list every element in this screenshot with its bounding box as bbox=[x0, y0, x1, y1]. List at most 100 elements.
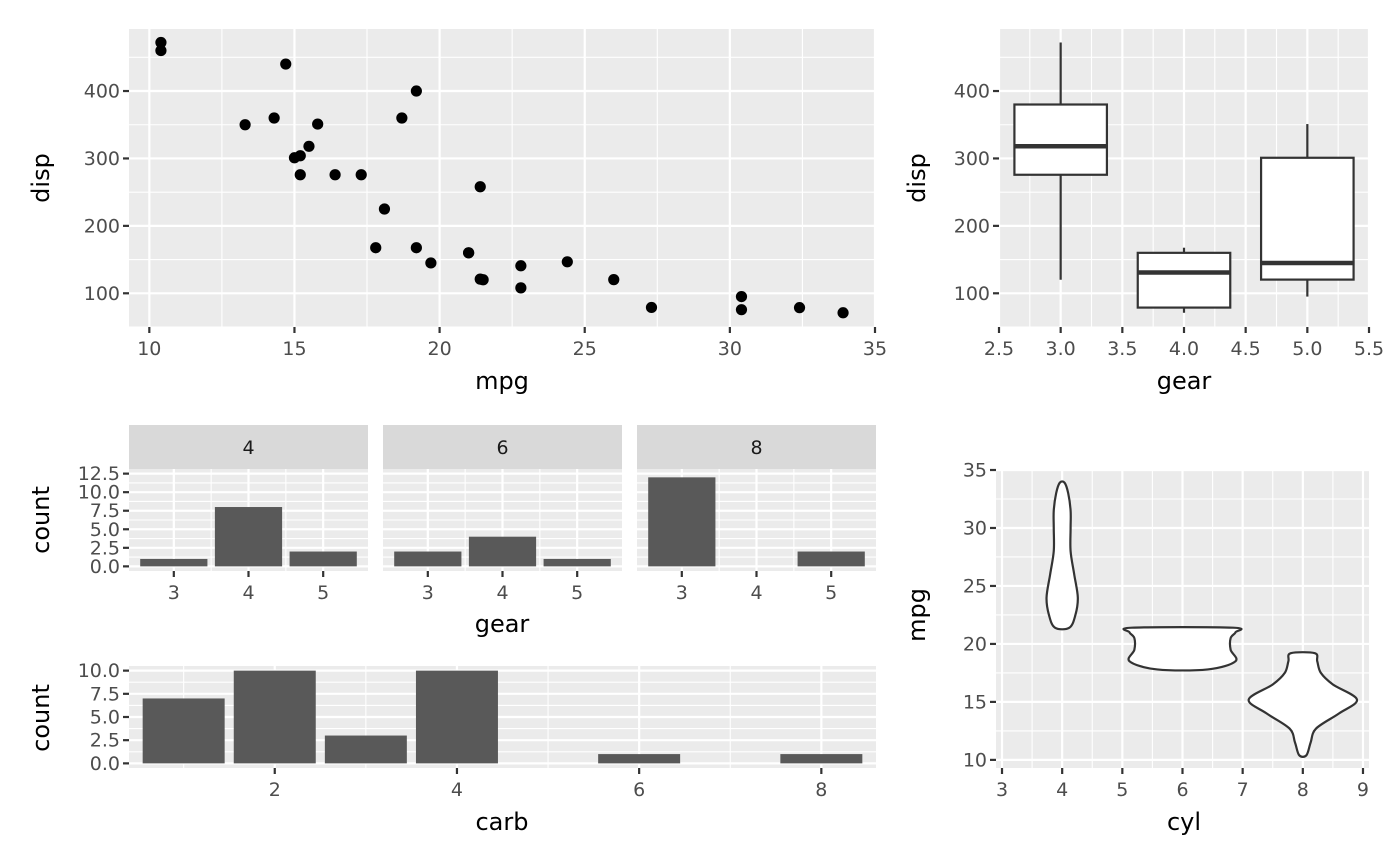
carb-y-tick-label: 2.5 bbox=[90, 730, 120, 752]
scatter-point bbox=[410, 242, 422, 254]
violin-y-tick-label: 25 bbox=[963, 575, 987, 597]
facet-x-tick-label: 3 bbox=[422, 582, 434, 604]
carb-x-tick-label: 4 bbox=[451, 779, 463, 801]
boxplot-y-title: disp bbox=[903, 153, 931, 203]
carb-x-title: carb bbox=[475, 808, 528, 836]
scatter-point bbox=[425, 257, 437, 269]
scatter-point bbox=[294, 169, 306, 181]
facet-strip bbox=[383, 425, 622, 469]
carb-y-tick-label: 7.5 bbox=[90, 683, 120, 705]
scatter-point bbox=[329, 169, 341, 181]
scatter-point bbox=[303, 140, 315, 152]
boxplot-x-tick-label: 4.5 bbox=[1231, 338, 1261, 360]
carb-x-tick-label: 8 bbox=[815, 779, 827, 801]
scatter-y-tick-label: 300 bbox=[84, 148, 120, 170]
scatter-point bbox=[288, 152, 301, 164]
facet-bar bbox=[543, 558, 611, 567]
facet-x-title: gear bbox=[475, 610, 530, 638]
facet-bar bbox=[214, 507, 283, 567]
scatter-point bbox=[280, 58, 292, 70]
scatter-point bbox=[155, 44, 167, 57]
facet-bar bbox=[289, 551, 357, 567]
boxplot-x-tick-label: 4.0 bbox=[1169, 338, 1199, 360]
violin-x-tick-label: 6 bbox=[1176, 779, 1188, 801]
violin-x-tick-label: 7 bbox=[1237, 779, 1249, 801]
facet-x-tick-label: 3 bbox=[168, 582, 180, 604]
scatter-point bbox=[561, 256, 573, 268]
violin-panel: 10 15 20 25 30 35 3 4 5 6 7 8 9 bbox=[963, 460, 1369, 802]
facet-x-tick-label: 3 bbox=[676, 582, 688, 604]
scatter-panel: 100 200 300 400 10 15 20 25 30 35 bbox=[84, 29, 887, 360]
scatter-x-tick-label: 30 bbox=[718, 338, 742, 360]
facet-y-title: count bbox=[27, 486, 55, 554]
scatter-point bbox=[474, 181, 486, 193]
violin-x-tick-label: 3 bbox=[996, 779, 1008, 801]
carb-bar-panel: 0.02.55.07.510.0 2 4 6 8 bbox=[78, 660, 876, 801]
scatter-x-tick-label: 15 bbox=[282, 338, 306, 360]
scatter-x-tick-label: 10 bbox=[137, 338, 161, 360]
scatter-point bbox=[463, 247, 475, 259]
scatter-point bbox=[474, 273, 486, 285]
facet-x-tick-label: 5 bbox=[825, 582, 837, 604]
boxplot-y-tick-label: 200 bbox=[954, 215, 990, 237]
scatter-x-tick-label: 25 bbox=[573, 338, 597, 360]
facet-bar bbox=[394, 551, 462, 567]
violin-shape bbox=[1122, 626, 1243, 672]
facet-x-tick-label: 5 bbox=[571, 582, 583, 604]
carb-x-tick-label: 2 bbox=[269, 779, 281, 801]
carb-bar bbox=[233, 670, 316, 764]
facet-bar bbox=[648, 477, 716, 567]
boxplot-x-tick-label: 2.5 bbox=[984, 338, 1014, 360]
scatter-y-tick-label: 100 bbox=[84, 283, 120, 305]
scatter-point bbox=[837, 307, 849, 319]
scatter-x-title: mpg bbox=[475, 367, 529, 395]
scatter-background bbox=[129, 29, 875, 327]
carb-y-tick-label: 10.0 bbox=[78, 660, 120, 682]
scatter-x-tick-label: 20 bbox=[427, 338, 451, 360]
boxplot-box bbox=[1259, 156, 1355, 281]
carb-bar bbox=[598, 754, 681, 764]
violin-y-tick-label: 30 bbox=[963, 517, 987, 539]
carb-bar bbox=[415, 670, 498, 764]
violin-shape bbox=[1045, 480, 1079, 631]
violin-x-tick-label: 9 bbox=[1357, 779, 1369, 801]
scatter-point bbox=[793, 302, 806, 314]
violin-x-tick-label: 4 bbox=[1056, 779, 1068, 801]
scatter-point bbox=[312, 118, 324, 130]
scatter-point bbox=[735, 304, 748, 316]
boxplot-y-tick-label: 100 bbox=[954, 283, 990, 305]
facet-x-tick-label: 5 bbox=[317, 582, 329, 604]
scatter-point bbox=[515, 260, 527, 272]
violin-y-tick-label: 20 bbox=[963, 633, 987, 655]
facet-bar bbox=[468, 536, 537, 567]
facet-y-tick-label: 2.5 bbox=[90, 537, 120, 559]
facet-x-tick-label: 4 bbox=[496, 582, 508, 604]
facet-strip bbox=[637, 425, 876, 469]
scatter-y-tick-label: 400 bbox=[84, 81, 120, 103]
scatter-point bbox=[239, 119, 251, 131]
violin-shape bbox=[1247, 651, 1359, 758]
scatter-point bbox=[608, 274, 620, 286]
boxplot-box bbox=[1013, 103, 1109, 176]
carb-bar bbox=[142, 698, 225, 764]
scatter-point bbox=[735, 290, 748, 303]
facet-x-tick-label: 4 bbox=[750, 582, 762, 604]
facet-bar bbox=[140, 558, 208, 567]
scatter-point bbox=[410, 85, 422, 97]
facet-y-tick-label: 10.0 bbox=[78, 482, 120, 504]
carb-y-title: count bbox=[27, 684, 55, 752]
boxplot-x-title: gear bbox=[1157, 367, 1212, 395]
carb-y-tick-label: 0.0 bbox=[90, 753, 120, 775]
boxplot-box bbox=[1136, 251, 1232, 309]
boxplot-y-tick-label: 400 bbox=[954, 81, 990, 103]
scatter-y-title: disp bbox=[27, 153, 55, 203]
carb-bar bbox=[780, 754, 863, 764]
scatter-point bbox=[155, 36, 167, 49]
violin-y-tick-label: 15 bbox=[963, 691, 987, 713]
facet-y-tick-label: 0.0 bbox=[90, 556, 120, 578]
boxplot-y-tick-label: 300 bbox=[954, 148, 990, 170]
carb-bar bbox=[324, 735, 407, 764]
scatter-point bbox=[370, 242, 382, 254]
carb-y-tick-label: 5.0 bbox=[90, 707, 120, 729]
